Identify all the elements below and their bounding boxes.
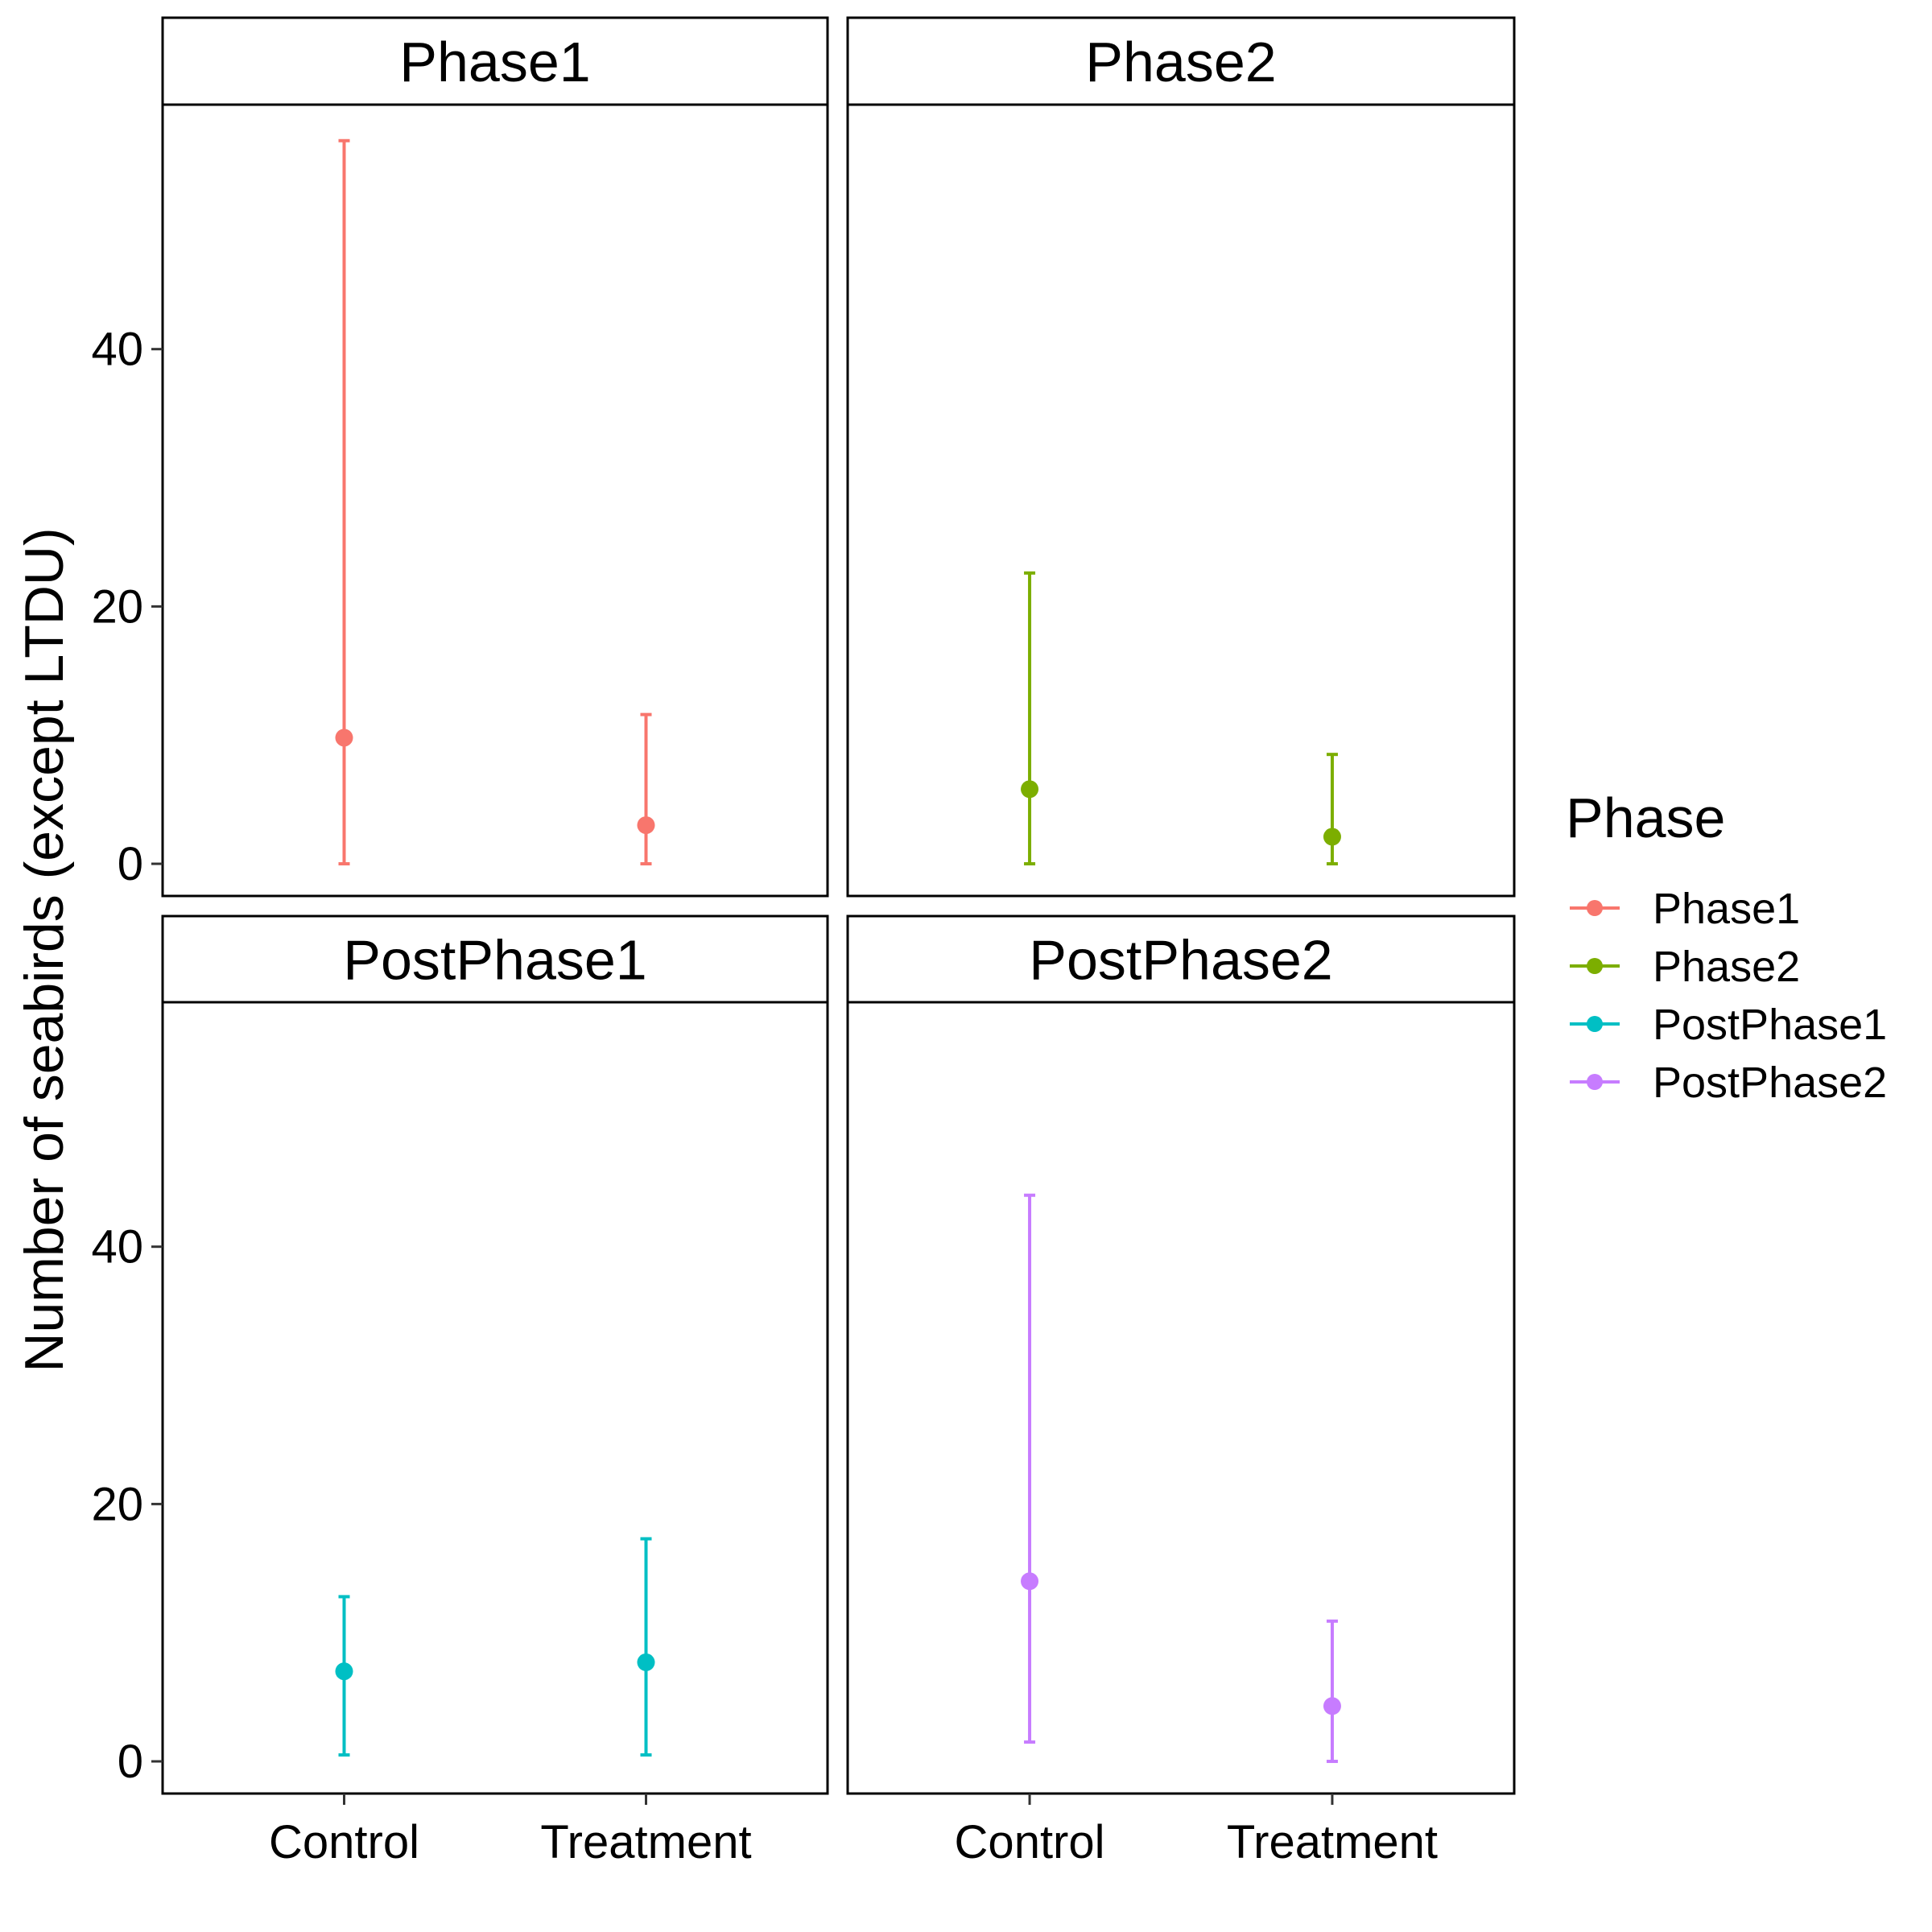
strip-title: Phase2: [1085, 31, 1276, 93]
legend-label: Phase2: [1653, 943, 1800, 991]
y-tick-label: 0: [118, 838, 143, 890]
data-point: [1021, 1572, 1039, 1591]
strip-1: [846, 16, 1516, 106]
x-tick-label: Control: [269, 1816, 419, 1868]
legend-label: PostPhase2: [1653, 1059, 1887, 1107]
y-tick-label: 20: [91, 580, 143, 633]
strip-0: [161, 16, 829, 106]
x-tick-label: Treatment: [1227, 1816, 1438, 1868]
strip-3: [846, 914, 1516, 1004]
legend-key-point: [1587, 958, 1603, 974]
panel-2: [161, 1001, 829, 1795]
legend-key-point: [1587, 1074, 1603, 1090]
x-tick-label: Control: [955, 1816, 1105, 1868]
data-point: [637, 1653, 655, 1671]
strip-title: PostPhase1: [343, 929, 646, 992]
data-point: [1323, 1697, 1341, 1715]
legend-key-point: [1587, 1016, 1603, 1032]
data-point: [335, 1662, 353, 1681]
x-tick-label: Treatment: [540, 1816, 751, 1868]
panel-3: [846, 1001, 1516, 1795]
legend-label: PostPhase1: [1653, 1001, 1887, 1049]
data-point: [335, 729, 353, 747]
data-point: [1021, 780, 1039, 799]
legend-title: Phase: [1566, 786, 1725, 849]
legend-label: Phase1: [1653, 885, 1800, 933]
panel-0: [161, 103, 829, 898]
strip-title: PostPhase2: [1029, 929, 1332, 992]
y-axis-title: Number of seabirds (except LTDU): [14, 527, 75, 1372]
y-tick-label: 20: [91, 1478, 143, 1530]
y-tick-label: 40: [91, 1221, 143, 1274]
legend-key-point: [1587, 900, 1603, 916]
data-point: [637, 816, 655, 835]
strip-title: Phase1: [399, 31, 590, 93]
y-tick-label: 40: [91, 324, 143, 376]
y-tick-label: 0: [118, 1736, 143, 1788]
strip-2: [161, 914, 829, 1004]
panel-1: [846, 103, 1516, 898]
data-point: [1323, 828, 1341, 846]
